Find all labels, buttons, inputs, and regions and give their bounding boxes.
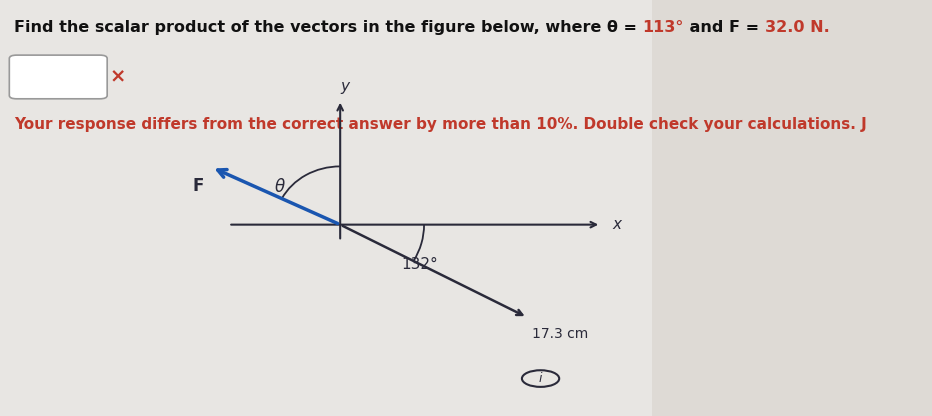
Text: ×: ×: [110, 67, 127, 87]
Text: 32.0 N.: 32.0 N.: [765, 20, 829, 35]
Bar: [652, 0, 932, 416]
Text: Find the scalar product of the vectors in the figure below, where θ =: Find the scalar product of the vectors i…: [14, 20, 642, 35]
Text: 132°: 132°: [401, 257, 438, 272]
Text: y: y: [340, 79, 350, 94]
Text: 113°: 113°: [642, 20, 684, 35]
Text: i: i: [539, 372, 542, 385]
Text: and F =: and F =: [684, 20, 765, 35]
Text: x: x: [612, 217, 622, 232]
Text: θ: θ: [275, 178, 284, 196]
Text: 17.3 cm: 17.3 cm: [532, 327, 588, 341]
Text: Your response differs from the correct answer by more than 10%. Double check you: Your response differs from the correct a…: [14, 117, 867, 132]
FancyBboxPatch shape: [9, 55, 107, 99]
Text: F: F: [192, 177, 203, 195]
